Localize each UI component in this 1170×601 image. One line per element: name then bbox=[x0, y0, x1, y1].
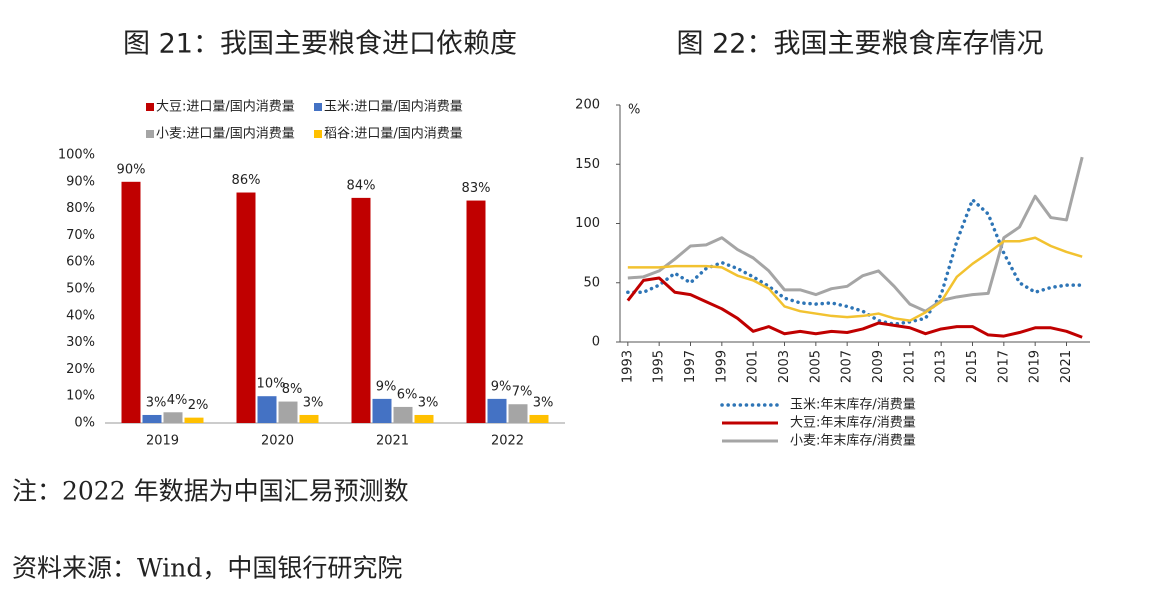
y-unit: % bbox=[628, 103, 640, 118]
data-label: 83% bbox=[462, 181, 491, 196]
y-tick-label: 90% bbox=[66, 174, 95, 189]
y-tick-label: 20% bbox=[66, 362, 95, 377]
data-label: 3% bbox=[418, 395, 439, 410]
y-tick-label: 200 bbox=[575, 98, 600, 113]
x-tick-label: 2021 bbox=[376, 434, 409, 449]
data-label: 86% bbox=[232, 173, 261, 188]
series-line bbox=[627, 156, 1084, 313]
y-tick-label: 0 bbox=[592, 335, 600, 350]
data-label: 8% bbox=[282, 382, 303, 397]
y-tick-label: 10% bbox=[66, 389, 95, 404]
data-label: 3% bbox=[303, 395, 324, 410]
data-label: 3% bbox=[146, 395, 167, 410]
data-label: 6% bbox=[397, 387, 418, 402]
x-tick-label: 2009 bbox=[871, 350, 886, 383]
bar bbox=[184, 417, 204, 423]
legend-label: 大豆:进口量/国内消费量 bbox=[156, 99, 295, 115]
legend-swatch bbox=[146, 103, 154, 111]
y-tick-label: 70% bbox=[66, 228, 95, 243]
bar bbox=[466, 200, 486, 423]
bar bbox=[372, 398, 392, 423]
y-tick-label: 60% bbox=[66, 255, 95, 270]
x-tick-label: 2003 bbox=[777, 350, 792, 383]
y-tick-label: 0% bbox=[74, 416, 95, 431]
bar bbox=[508, 404, 528, 423]
legend-label: 小麦:进口量/国内消费量 bbox=[156, 126, 295, 142]
legend-label: 大豆:年末库存/消费量 bbox=[790, 415, 916, 431]
data-label: 7% bbox=[512, 385, 533, 400]
bar bbox=[121, 181, 141, 423]
chart-title: 图 22：我国主要粮食库存情况 bbox=[677, 29, 1044, 60]
bar bbox=[278, 401, 298, 423]
data-label: 90% bbox=[117, 162, 146, 177]
y-tick-label: 80% bbox=[66, 201, 95, 216]
legend-label: 稻谷:进口量/国内消费量 bbox=[324, 126, 463, 142]
bar bbox=[257, 396, 277, 423]
x-tick-label: 1997 bbox=[683, 350, 698, 383]
y-tick-label: 40% bbox=[66, 308, 95, 323]
legend-swatch bbox=[314, 130, 322, 138]
y-tick-label: 100 bbox=[575, 216, 600, 231]
legend-label: 玉米:年末库存/消费量 bbox=[790, 397, 916, 413]
bar bbox=[163, 412, 183, 423]
series-line bbox=[627, 236, 1083, 322]
x-tick-label: 2007 bbox=[840, 350, 855, 383]
x-tick-label: 2020 bbox=[261, 434, 294, 449]
data-label: 9% bbox=[491, 379, 512, 394]
data-label: 9% bbox=[376, 379, 397, 394]
y-tick-label: 50 bbox=[583, 275, 600, 290]
legend-label: 玉米:进口量/国内消费量 bbox=[324, 99, 463, 115]
data-label: 3% bbox=[533, 395, 554, 410]
series-line bbox=[626, 198, 1084, 326]
x-tick-label: 2019 bbox=[1028, 350, 1043, 383]
bar bbox=[393, 406, 413, 423]
bar bbox=[487, 398, 507, 423]
note: 注：2022 年数据为中国汇易预测数 bbox=[12, 477, 409, 506]
data-label: 10% bbox=[257, 377, 286, 392]
bar bbox=[142, 414, 162, 423]
x-tick-label: 2001 bbox=[746, 350, 761, 383]
data-label: 4% bbox=[167, 393, 188, 408]
x-tick-label: 1999 bbox=[714, 350, 729, 383]
x-tick-label: 2005 bbox=[808, 350, 823, 383]
bar bbox=[299, 414, 319, 423]
data-label: 2% bbox=[188, 398, 209, 413]
legend-swatch bbox=[314, 103, 322, 111]
y-tick-label: 30% bbox=[66, 335, 95, 350]
x-tick-label: 2019 bbox=[146, 434, 179, 449]
x-tick-label: 2013 bbox=[934, 350, 949, 383]
y-tick-label: 150 bbox=[575, 157, 600, 172]
data-label: 84% bbox=[347, 178, 376, 193]
x-tick-label: 2017 bbox=[996, 350, 1011, 383]
legend-label: 小麦:年末库存/消费量 bbox=[790, 433, 916, 449]
x-tick-label: 2022 bbox=[491, 434, 524, 449]
source: 资料来源：Wind，中国银行研究院 bbox=[12, 554, 402, 583]
bar bbox=[529, 414, 549, 423]
x-tick-label: 2021 bbox=[1059, 350, 1074, 383]
series-line bbox=[626, 276, 1083, 339]
x-tick-label: 1993 bbox=[620, 350, 635, 383]
bar bbox=[236, 192, 256, 423]
chart-title: 图 21：我国主要粮食进口依赖度 bbox=[123, 29, 517, 60]
bar bbox=[414, 414, 434, 423]
bar bbox=[351, 197, 371, 423]
y-tick-label: 50% bbox=[66, 282, 95, 297]
x-tick-label: 1995 bbox=[652, 350, 667, 383]
x-tick-label: 2015 bbox=[965, 350, 980, 383]
legend-swatch bbox=[146, 130, 154, 138]
y-tick-label: 100% bbox=[58, 148, 95, 163]
x-tick-label: 2011 bbox=[902, 350, 917, 383]
